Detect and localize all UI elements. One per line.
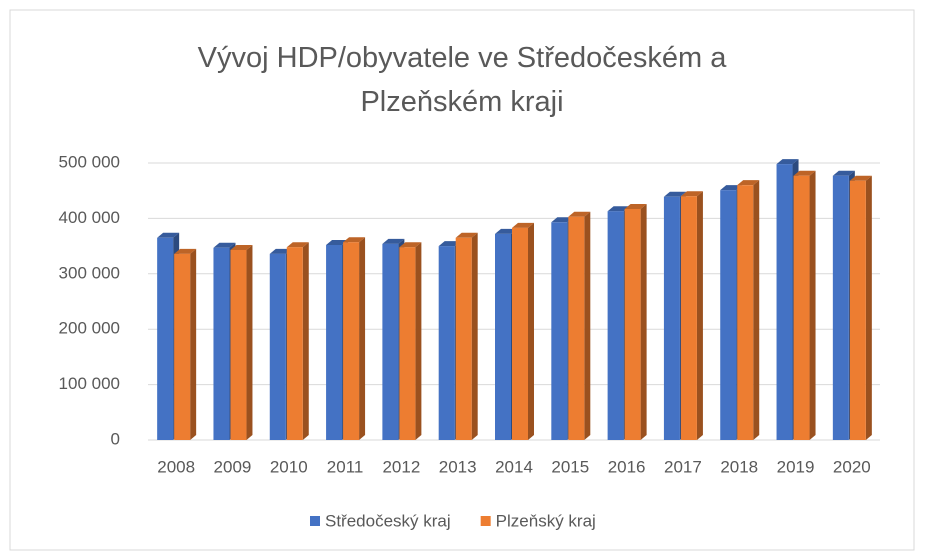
- x-tick-label: 2010: [270, 457, 308, 476]
- bar-top: [551, 217, 574, 223]
- bar-top: [438, 241, 461, 247]
- bar: [286, 247, 303, 440]
- bar-top: [286, 242, 309, 248]
- bar: [382, 243, 399, 440]
- bar-side: [640, 203, 647, 440]
- bar-top: [343, 237, 366, 243]
- bar: [174, 253, 191, 440]
- legend-swatch: [310, 516, 320, 526]
- bar: [607, 211, 624, 440]
- bar-top: [174, 248, 197, 254]
- bar: [832, 175, 849, 440]
- y-tick-label: 200 000: [59, 319, 120, 338]
- x-tick-label: 2015: [551, 457, 589, 476]
- bar: [737, 185, 754, 440]
- x-tick-label: 2019: [777, 457, 815, 476]
- bar-top: [269, 248, 292, 254]
- bar-top: [157, 232, 180, 238]
- bar-top: [663, 191, 686, 197]
- bar-side: [753, 180, 760, 440]
- legend-swatch: [480, 516, 491, 526]
- bar: [495, 233, 511, 440]
- x-tick-label: 2013: [439, 457, 477, 476]
- bar-top: [213, 242, 236, 248]
- bar-top: [399, 242, 422, 248]
- bar-top: [455, 232, 478, 238]
- x-tick-label: 2016: [608, 457, 646, 476]
- bar-top: [832, 170, 855, 176]
- bar-side: [865, 175, 872, 440]
- bar-side: [415, 242, 422, 440]
- bar-side: [696, 191, 703, 440]
- bar-top: [512, 222, 534, 228]
- bar: [512, 227, 528, 440]
- x-tick-label: 2020: [833, 457, 871, 476]
- bar-top: [849, 175, 872, 181]
- x-tick-label: 2017: [664, 457, 702, 476]
- bar: [230, 249, 247, 440]
- x-tick-label: 2012: [382, 457, 420, 476]
- y-tick-label: 400 000: [59, 208, 120, 227]
- bar: [157, 237, 174, 440]
- bar: [326, 244, 343, 440]
- bar-top: [776, 159, 799, 165]
- x-tick-label: 2008: [157, 457, 195, 476]
- bar: [680, 196, 697, 440]
- bar: [624, 208, 641, 440]
- x-tick-label: 2009: [214, 457, 252, 476]
- bar: [343, 242, 360, 440]
- bar-top: [495, 228, 517, 234]
- bar: [269, 253, 286, 440]
- bar: [720, 190, 737, 440]
- bar-side: [471, 232, 478, 440]
- bar: [793, 175, 810, 440]
- y-tick-label: 300 000: [59, 263, 120, 282]
- bar: [399, 247, 416, 440]
- legend-label: Plzeňský kraj: [496, 511, 596, 530]
- bar: [849, 180, 866, 440]
- bar-top: [624, 203, 647, 209]
- bar-side: [246, 244, 253, 440]
- bar-top: [680, 191, 703, 197]
- bar-top: [720, 185, 743, 191]
- y-tick-label: 0: [111, 429, 120, 448]
- x-tick-label: 2014: [495, 457, 533, 476]
- bar-top: [382, 238, 405, 244]
- bar-side: [190, 248, 197, 440]
- bar-side: [528, 222, 534, 440]
- x-tick-label: 2011: [327, 457, 364, 476]
- bar: [663, 196, 680, 440]
- bar-side: [359, 237, 366, 440]
- y-tick-label: 500 000: [59, 152, 120, 171]
- bar-top: [230, 244, 253, 250]
- bar: [568, 216, 585, 440]
- y-tick-label: 100 000: [59, 374, 120, 393]
- bar: [213, 247, 230, 440]
- chart-title: Vývoj HDP/obyvatele ve Středočeském a Pl…: [197, 42, 727, 118]
- bar-top: [793, 170, 816, 176]
- bar: [438, 246, 455, 440]
- bar: [551, 222, 568, 440]
- bar-top: [737, 180, 760, 186]
- bar-top: [568, 211, 591, 217]
- bar-top: [607, 206, 630, 212]
- x-tick-label: 2018: [720, 457, 758, 476]
- bar-top: [326, 239, 349, 245]
- legend-label: Středočeský kraj: [325, 511, 451, 530]
- bar: [776, 164, 793, 440]
- bar-side: [302, 242, 309, 440]
- bar-side: [809, 170, 816, 440]
- chart-border: [9, 9, 915, 551]
- bar: [455, 237, 472, 440]
- bar-side: [584, 211, 591, 440]
